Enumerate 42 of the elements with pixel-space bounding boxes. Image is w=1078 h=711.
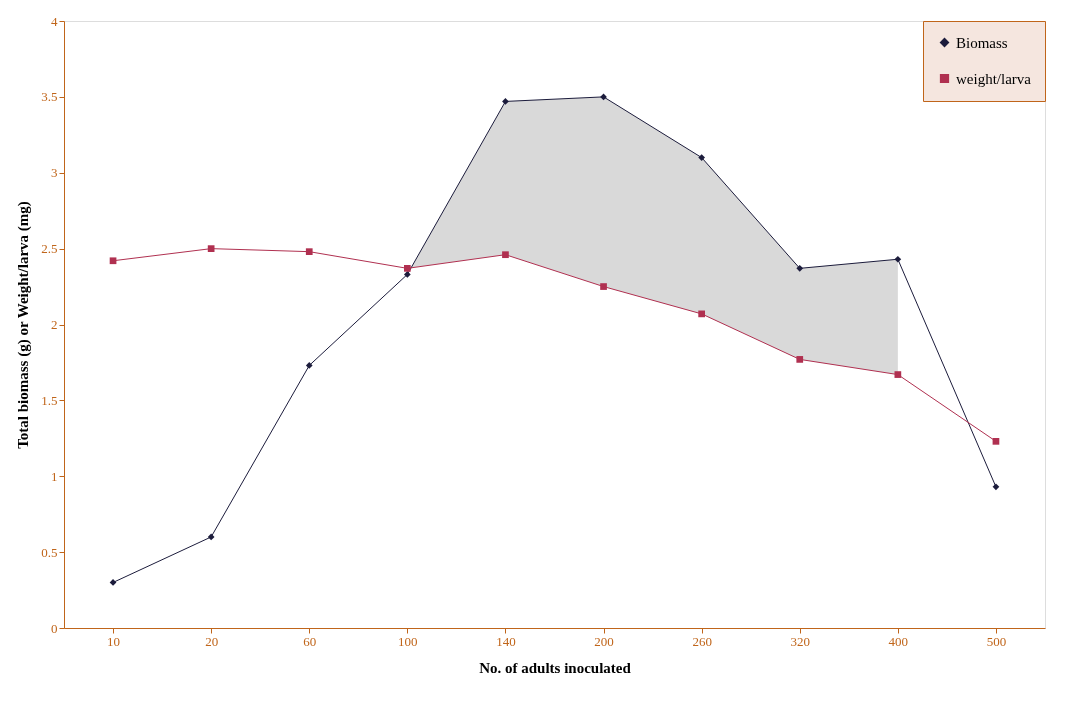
y-tick-label: 0.5 [41,544,58,560]
x-tick-label: 140 [496,633,516,649]
y-axis-title: Total biomass (g) or Weight/larva (mg) [15,201,33,449]
y-tick-label: 3.5 [41,89,58,105]
y-tick-label: 2.5 [41,241,58,257]
y-tick-label: 4 [51,13,58,29]
point [992,483,1000,491]
x-axis-title: No. of adults inoculated [479,659,632,676]
x-tick-label: 320 [790,633,810,649]
legend-label: Biomass [956,34,1008,51]
legend-label: weight/larva [956,70,1032,87]
point [502,98,509,105]
x-tick-label: 60 [303,633,317,649]
point [404,271,411,278]
point [600,93,607,101]
point [404,265,411,272]
point [600,283,607,290]
point [502,251,509,259]
point [796,265,804,272]
y-tick-label: 0 [51,620,58,636]
point [698,154,705,161]
y-tick-label: 3 [51,165,58,181]
x-tick-label: 100 [398,633,418,649]
point [109,257,117,265]
y-tick-label: 1 [51,468,58,484]
x-tick-label: 500 [986,633,1007,649]
point [207,533,215,541]
x-tick-label: 10 [107,633,121,649]
point [894,371,902,378]
x-tick-label: 200 [594,633,614,649]
y-tick-label: 2 [51,317,58,332]
point [305,248,313,256]
point [992,437,1000,445]
point [894,255,902,263]
x-tick-label: 260 [692,633,712,649]
point [796,356,804,363]
point [207,245,215,252]
y-tick-label: 1.5 [41,392,58,408]
x-tick-label: 20 [205,633,219,649]
x-tick-label: 400 [888,633,909,649]
point [698,310,705,318]
point [305,362,313,369]
